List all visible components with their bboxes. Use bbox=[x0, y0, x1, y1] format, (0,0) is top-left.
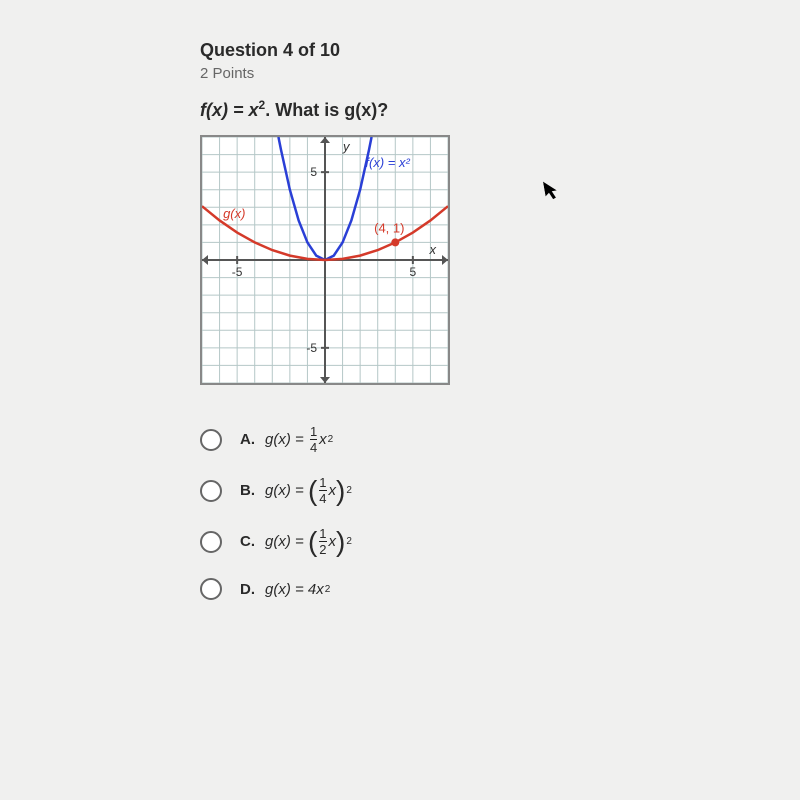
option-letter: C. bbox=[240, 533, 255, 550]
question-number: Question 4 of 10 bbox=[200, 40, 600, 61]
answer-option[interactable]: D. g(x) = 4x2 bbox=[200, 578, 600, 600]
option-formula: g(x) = (12x)2 bbox=[265, 527, 352, 556]
svg-text:f(x) = x²: f(x) = x² bbox=[365, 155, 410, 170]
radio-button[interactable] bbox=[200, 429, 222, 451]
svg-text:g(x): g(x) bbox=[223, 206, 245, 221]
radio-button[interactable] bbox=[200, 480, 222, 502]
option-letter: A. bbox=[240, 431, 255, 448]
option-letter: D. bbox=[240, 581, 255, 598]
svg-text:x: x bbox=[429, 242, 437, 257]
svg-text:-5: -5 bbox=[306, 341, 317, 355]
svg-text:y: y bbox=[342, 139, 351, 154]
svg-text:-5: -5 bbox=[232, 265, 243, 279]
option-formula: g(x) = 4x2 bbox=[265, 581, 330, 598]
svg-text:5: 5 bbox=[410, 265, 417, 279]
option-formula: g(x) = 14x2 bbox=[265, 425, 333, 454]
option-letter: B. bbox=[240, 482, 255, 499]
question-points: 2 Points bbox=[200, 65, 600, 82]
svg-text:5: 5 bbox=[310, 165, 317, 179]
question-prompt: f(x) = x2. What is g(x)? bbox=[200, 98, 600, 121]
radio-button[interactable] bbox=[200, 578, 222, 600]
option-formula: g(x) = (14x)2 bbox=[265, 476, 352, 505]
answer-option[interactable]: A. g(x) = 14x2 bbox=[200, 425, 600, 454]
radio-button[interactable] bbox=[200, 531, 222, 553]
answer-options: A. g(x) = 14x2 B. g(x) = (14x)2 C. g(x) = (12… bbox=[200, 425, 600, 600]
answer-option[interactable]: B. g(x) = (14x)2 bbox=[200, 476, 600, 505]
svg-text:(4, 1): (4, 1) bbox=[374, 220, 404, 235]
answer-option[interactable]: C. g(x) = (12x)2 bbox=[200, 527, 600, 556]
function-graph: -5 5 -5 5 y x f(x) = x² g(x) (4, 1) bbox=[200, 135, 450, 385]
